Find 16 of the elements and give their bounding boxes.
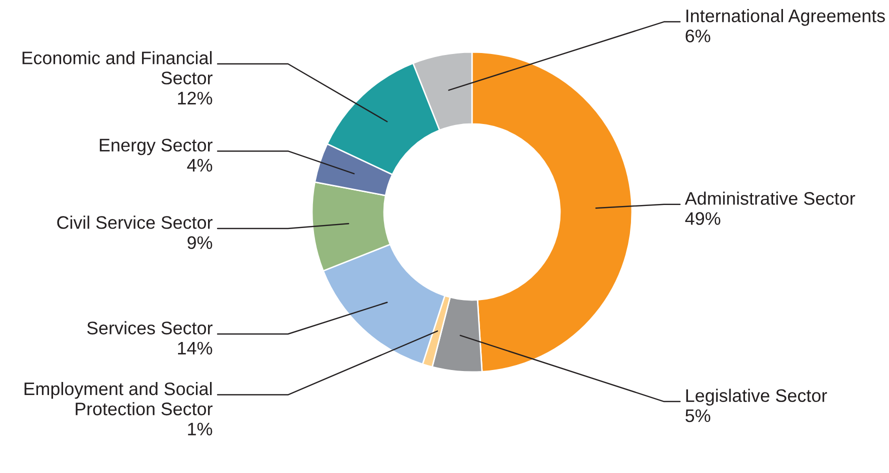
data-label: 49% <box>685 212 720 225</box>
data-label: 1% <box>188 422 212 436</box>
slice-label: Civil Service Sector <box>57 216 213 229</box>
slice-label: Employment and Social Protection Sector <box>24 382 213 416</box>
slice-label: Services Sector <box>87 321 213 334</box>
slice-label: Energy Sector <box>100 138 213 156</box>
data-label: 5% <box>686 409 710 422</box>
data-label: 4% <box>187 158 212 172</box>
data-label: 9% <box>188 236 212 250</box>
slice-label: Economic and Financial Sector <box>22 51 213 84</box>
data-label: 12% <box>178 92 212 104</box>
slice-label: International Agreements <box>686 9 885 26</box>
slice-label: Legislative Sector <box>686 388 828 406</box>
data-label: 14% <box>178 342 212 354</box>
data-label: 6% <box>686 30 710 42</box>
slice-label: Administrative Sector <box>684 192 856 205</box>
